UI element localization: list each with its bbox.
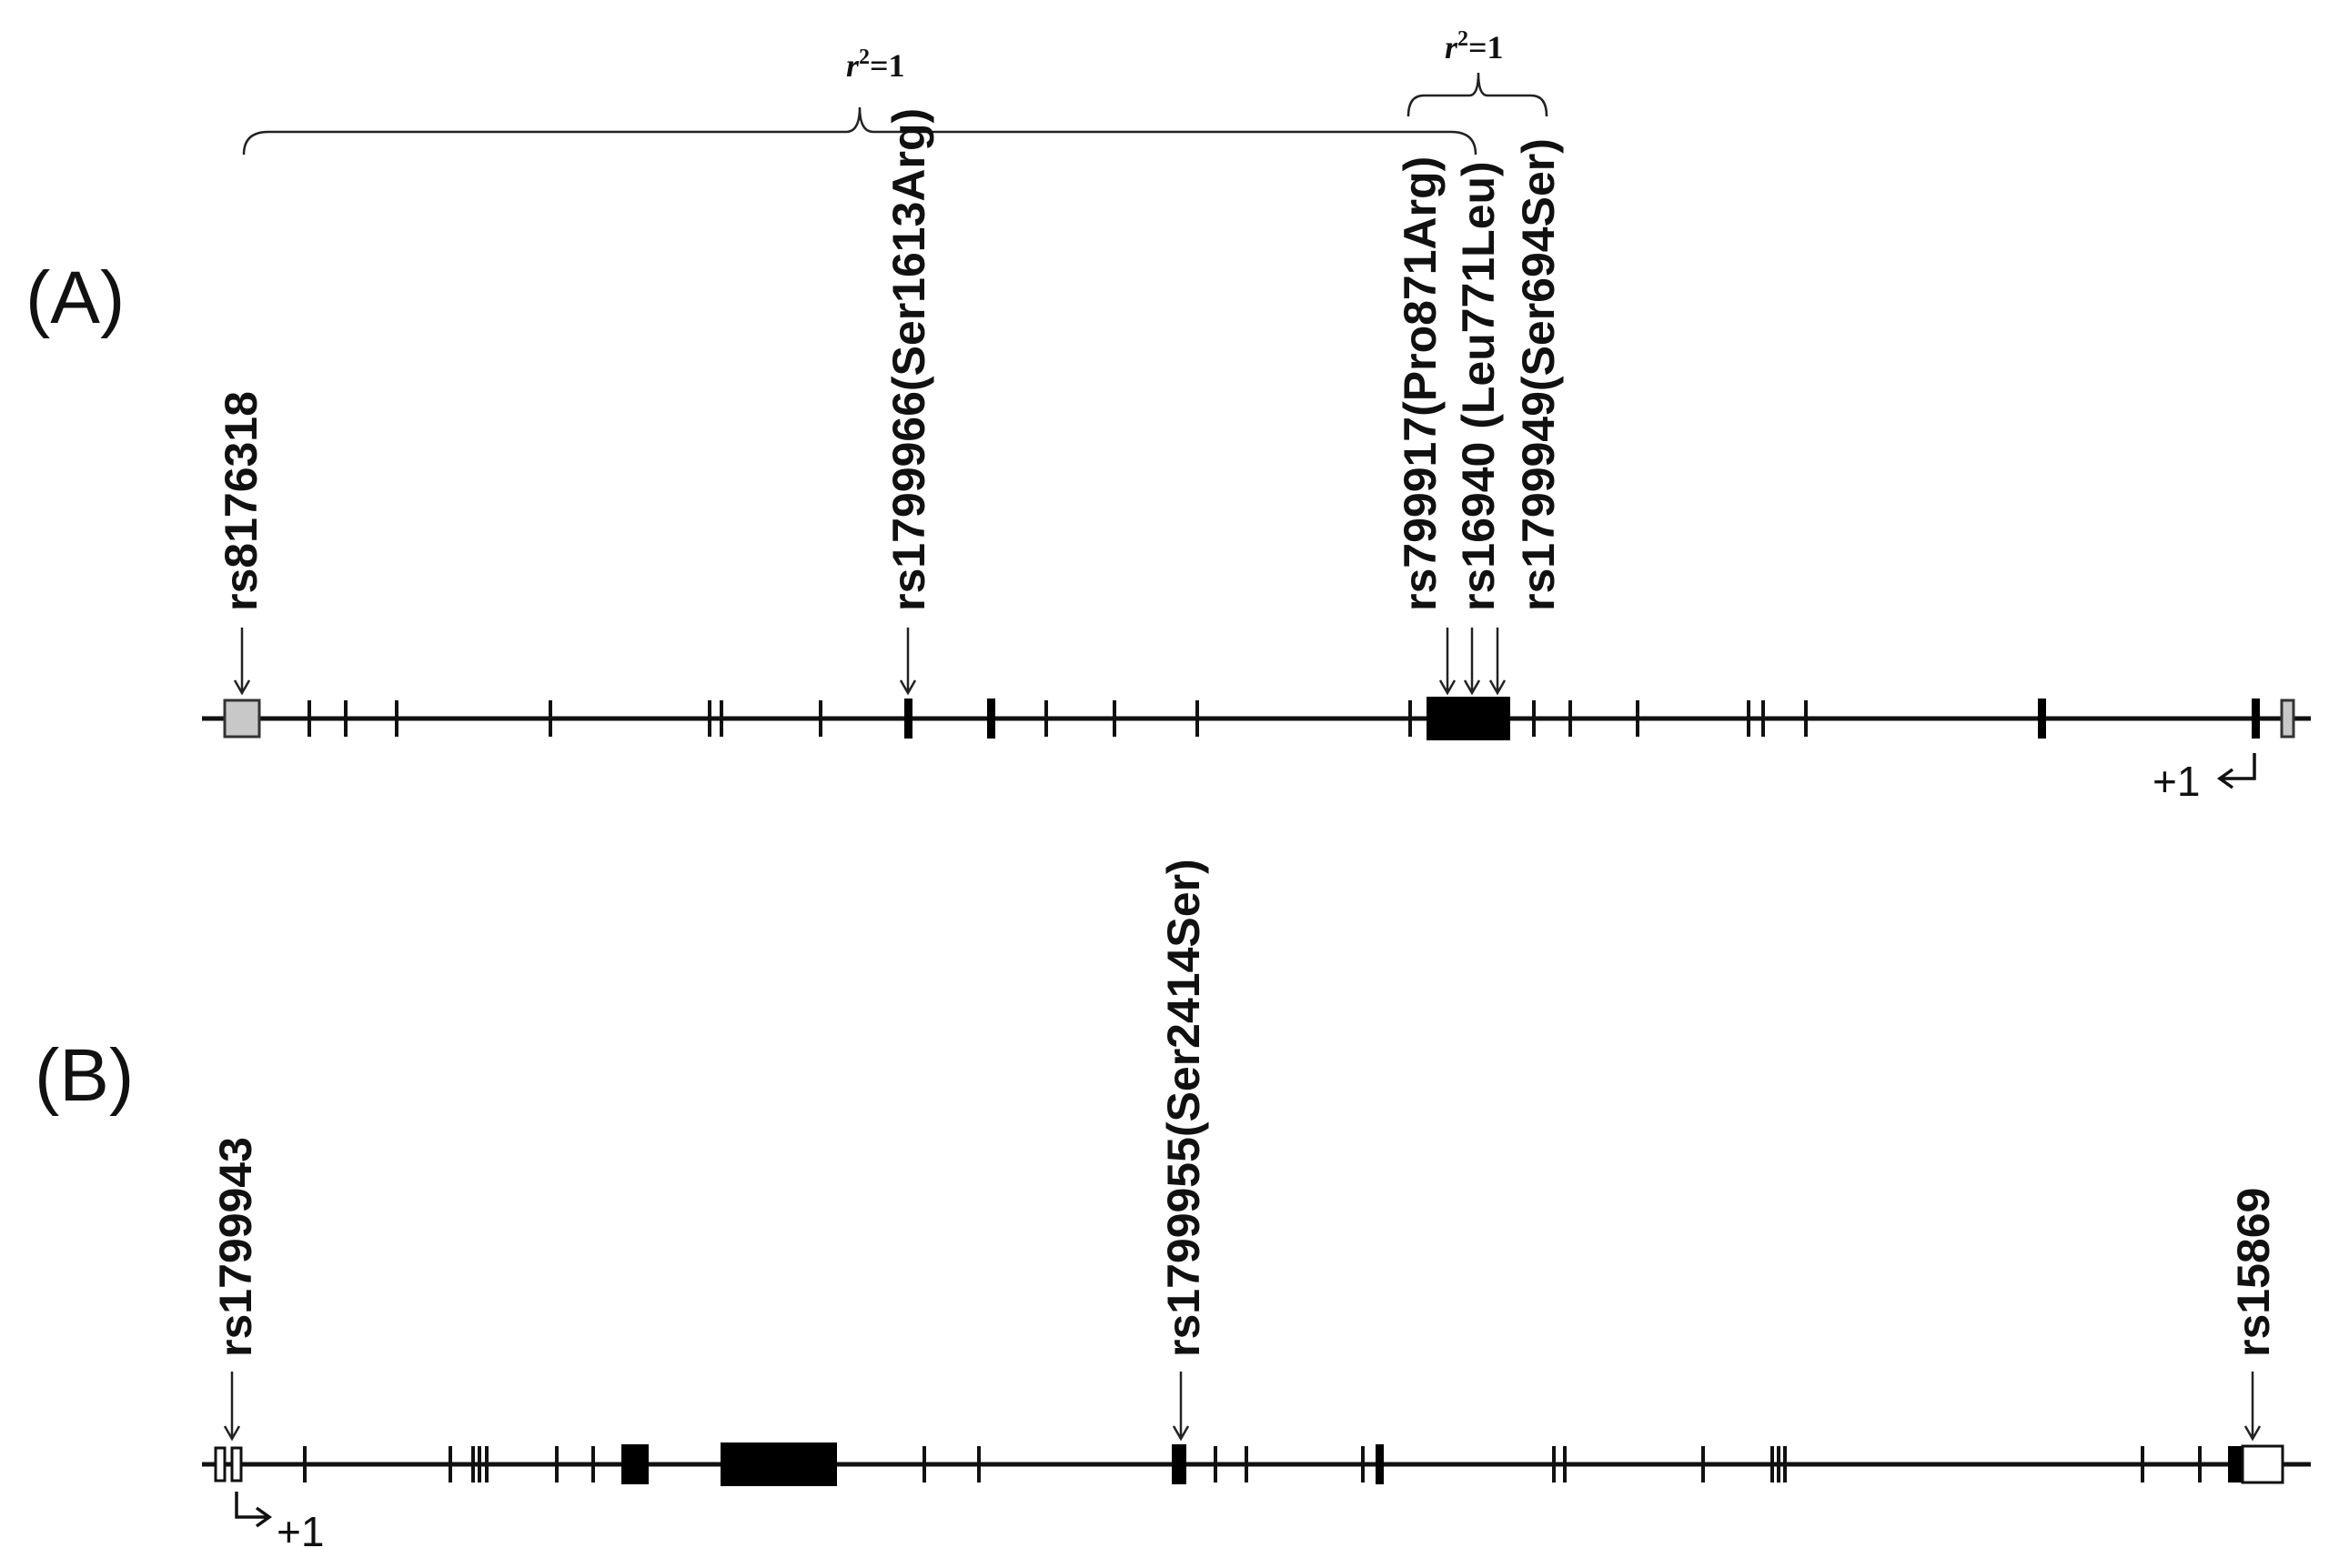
tss-label-a: +1	[2153, 758, 2200, 805]
ld-bracket-2-shape	[1406, 72, 1548, 117]
snp-arrow-rs799917	[1438, 628, 1457, 696]
exon-block	[2252, 699, 2260, 739]
exon-block	[904, 699, 912, 739]
snp-arrow-rs1799943	[223, 1372, 241, 1442]
panel-b: (B) rs1799943 rs1799955(Ser2414Ser) rs15…	[35, 859, 2311, 1555]
exon-block	[621, 1444, 649, 1484]
snp-arrow-rs8176318	[233, 628, 251, 696]
exon-ticks-a	[308, 700, 1808, 737]
snp-arrow-rs1799955	[1172, 1372, 1190, 1442]
large-coding-exon-a	[1427, 697, 1510, 740]
snp-label-rs1799949: rs1799949(Ser694Ser)	[1513, 138, 1564, 611]
panel-a: (A) r2=1 r2=1 rs8176318 rs1799966(Ser161…	[25, 27, 2311, 805]
snp-arrows-a	[233, 628, 1507, 696]
snp-label-rs1799943: rs1799943	[210, 1137, 261, 1357]
snp-label-rs16940: rs16940 (Leu771Leu)	[1453, 161, 1504, 611]
snp-arrow-rs15869	[2243, 1372, 2262, 1442]
snp-arrow-rs1799949	[1488, 628, 1507, 696]
snp-label-rs1799955: rs1799955(Ser2414Ser)	[1158, 859, 1209, 1357]
tss-arrow-a	[2216, 753, 2256, 789]
exon-block	[1376, 1444, 1384, 1484]
utr-exon-5prime-b-2	[230, 1446, 243, 1483]
exon-block	[2228, 1446, 2243, 1483]
panel-b-label: (B)	[35, 1034, 134, 1117]
tss-arrow-b	[235, 1492, 273, 1528]
exon-block	[987, 699, 995, 739]
snp-arrow-rs1799966	[899, 628, 917, 696]
utr-exon-3prime-a	[223, 699, 261, 739]
snp-label-rs15869: rs15869	[2228, 1188, 2279, 1357]
snp-arrows-b	[223, 1372, 2262, 1442]
utr-exon-5prime-b-1	[214, 1446, 227, 1483]
exon-ticks-b	[303, 1446, 2202, 1483]
snp-label-rs1799966: rs1799966(Ser1613Arg)	[883, 108, 934, 611]
large-coding-exon-b	[721, 1442, 837, 1486]
exon-block	[1172, 1444, 1186, 1484]
exon-block	[2038, 699, 2046, 739]
ld-bracket-2-label: r2=1	[1445, 27, 1504, 65]
ld-bracket-1-label: r2=1	[846, 45, 905, 84]
snp-arrow-rs16940	[1463, 628, 1481, 696]
ld-bracket-1: r2=1	[242, 45, 1477, 156]
ld-bracket-1-shape	[242, 106, 1477, 156]
ld-bracket-2: r2=1	[1406, 27, 1548, 117]
tss-label-b: +1	[277, 1508, 324, 1555]
utr-exon-3prime-b	[2241, 1444, 2284, 1484]
utr-exon-5prime-a	[2280, 699, 2295, 739]
snp-label-rs799917: rs799917(Pro871Arg)	[1395, 156, 1446, 611]
exon-small-blocks-a	[904, 699, 2260, 739]
exon-blocks-b	[621, 1442, 2243, 1486]
snp-label-rs8176318: rs8176318	[216, 391, 267, 611]
panel-a-label: (A)	[25, 256, 125, 339]
